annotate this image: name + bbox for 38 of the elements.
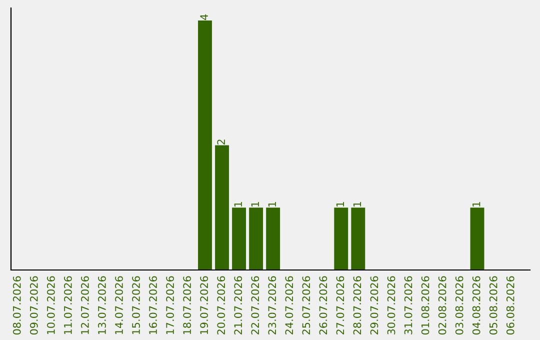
x-tick-label: 29.07.2026: [370, 276, 378, 334]
data-label: 1: [251, 202, 259, 206]
x-tick-label: 18.07.2026: [183, 276, 191, 334]
x-tick-label: 21.07.2026: [234, 276, 242, 334]
x-tick-label: 22.07.2026: [251, 276, 260, 334]
x-tick-label: 09.07.2026: [30, 276, 38, 335]
x-tick-label: 19.07.2026: [200, 276, 208, 334]
data-label: 4: [200, 14, 208, 20]
x-tick-label: 15.07.2026: [132, 276, 140, 334]
data-label: 1: [472, 202, 480, 206]
x-tick-label: 24.07.2026: [285, 276, 294, 334]
x-tick-label: 04.08.2026: [472, 276, 480, 335]
x-tick-label: 11.07.2026: [64, 276, 72, 334]
data-label: 2: [217, 140, 225, 144]
x-tick-label: 16.07.2026: [149, 276, 157, 334]
x-tick-label: 03.08.2026: [455, 276, 464, 335]
x-tick-label: 01.08.2026: [421, 276, 430, 335]
x-tick-label: 20.07.2026: [217, 276, 226, 334]
x-tick-label: 25.07.2026: [302, 276, 310, 334]
x-tick-label: 06.08.2026: [506, 276, 514, 335]
data-label: 1: [268, 202, 276, 206]
x-tick-label: 28.07.2026: [353, 276, 362, 334]
x-tick-label: 31.07.2026: [404, 276, 412, 334]
x-tick-label: 02.08.2026: [438, 276, 446, 335]
x-tick-label: 30.07.2026: [387, 276, 396, 334]
x-tick-label: 27.07.2026: [336, 276, 344, 334]
x-tick-label: 12.07.2026: [81, 276, 89, 334]
x-tick-label: 26.07.2026: [319, 276, 328, 334]
data-label: 1: [234, 202, 242, 206]
x-tick-label: 10.07.2026: [46, 276, 55, 334]
x-tick-label: 13.07.2026: [98, 276, 106, 334]
data-label: 1: [336, 202, 344, 206]
x-tick-label: 14.07.2026: [115, 276, 123, 334]
x-tick-label: 23.07.2026: [268, 276, 276, 334]
data-label: 1: [353, 202, 362, 206]
x-tick-label: 17.07.2026: [166, 276, 174, 334]
x-tick-label: 08.07.2026: [12, 276, 21, 335]
x-tick-label: 05.08.2026: [489, 276, 498, 335]
